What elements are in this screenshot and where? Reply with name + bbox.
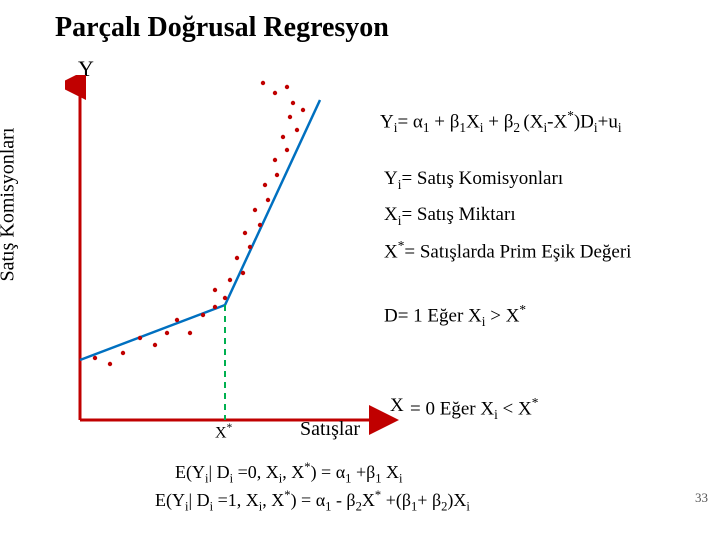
d-one: D= 1 Eğer Xi > X* [384,302,526,330]
xi-definition: Xi= Satış Miktarı [384,204,516,229]
conditional-e2: E(Yi| Di =1, Xi, X*) = α1 - β2X* +(β1+ β… [155,488,470,515]
xstar-definition: X*= Satışlarda Prim Eşik Değeri [384,238,644,264]
xstar-marker: X* [215,422,232,442]
conditional-e1: E(Yi| Di =0, Xi, X*) = α1 +β1 Xi [175,460,403,487]
x-label: X [390,395,404,417]
d-zero: = 0 Eğer Xi < X* [410,395,538,423]
page-number: 33 [695,490,708,506]
equation-main: Yi= α1 + β1Xi + β2 (Xi-X*)Di+ui [380,108,622,136]
y-axis-label: Satış Komisyonları [0,128,20,282]
x-axis-label: Satışlar [300,418,360,441]
yi-definition: Yi= Satış Komisyonları [384,168,563,193]
page-title: Parçalı Doğrusal Regresyon [55,12,389,44]
